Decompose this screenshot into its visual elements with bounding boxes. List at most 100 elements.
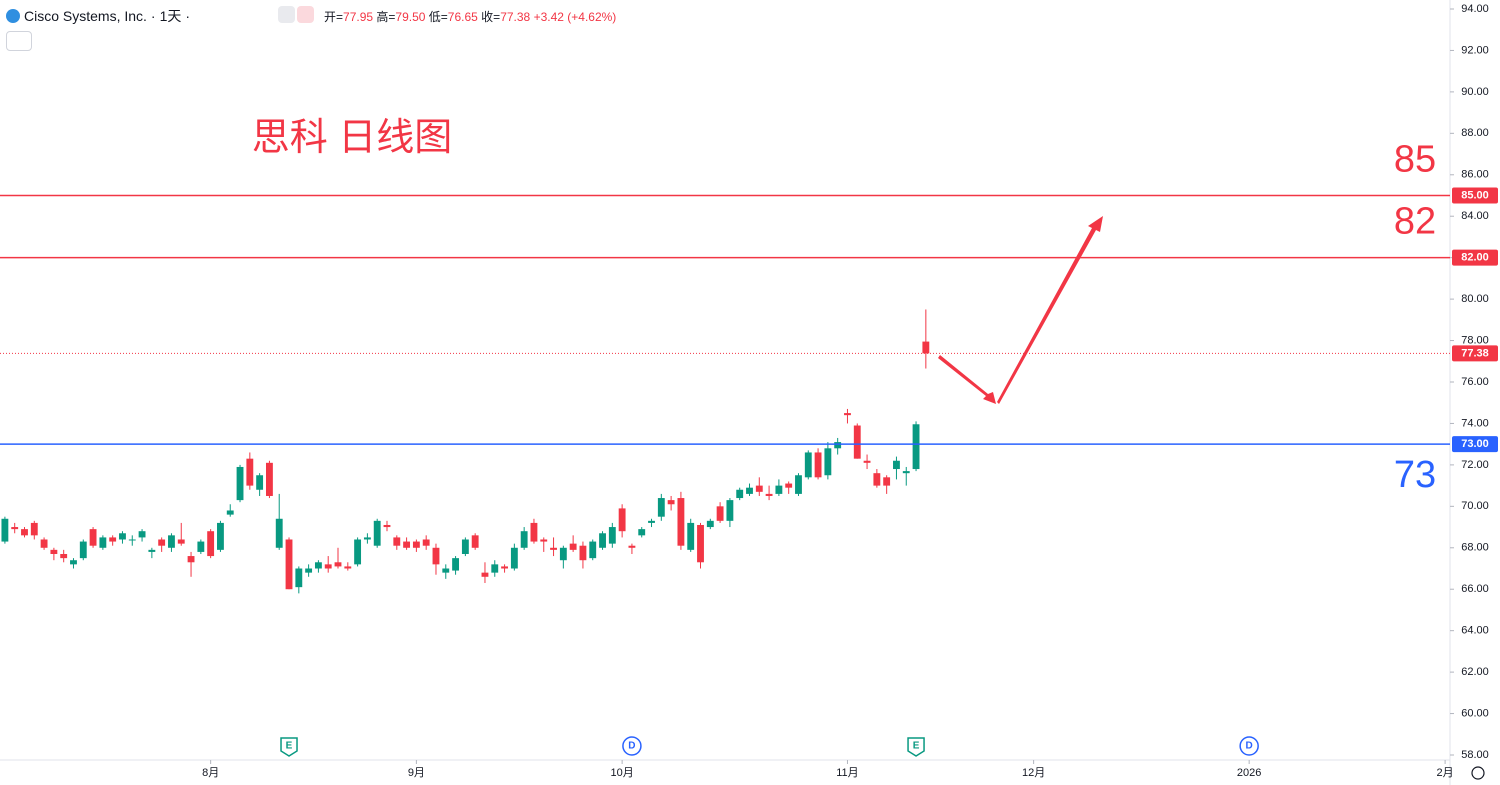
price-label: 77.38 [1461,347,1489,359]
price-label-box [1452,187,1498,204]
candle-body [902,471,910,474]
candle-body [481,572,489,577]
separator: · [185,8,191,24]
candle-body [168,535,175,548]
candle-body [393,537,401,546]
collapse-button[interactable] [6,31,32,51]
change-pct: (+4.62%) [567,10,617,24]
event-badge [622,736,642,756]
candle-body [765,493,773,496]
candle-body [403,541,411,548]
y-tick-label: 66.00 [1461,583,1489,595]
candle-body [305,568,313,573]
candle-body [412,541,420,548]
candle-body [491,564,499,573]
price-label: 73.00 [1461,438,1489,450]
candle-body [804,452,812,478]
candle-body [148,549,156,552]
candle-body [422,539,430,546]
candle-body [736,489,744,499]
candle-body [217,522,224,550]
candle-body [608,527,616,544]
y-tick-label: 78.00 [1461,334,1489,346]
y-tick-label: 88.00 [1461,127,1489,139]
ohlc-key: 高= [376,10,396,24]
event-label: E [913,741,920,752]
candle-body [60,553,68,559]
y-tick-label: 92.00 [1461,44,1489,56]
candle-body [256,475,264,490]
y-tick-label: 94.00 [1461,3,1489,15]
arrow-down [938,355,996,404]
candle-body [667,500,675,505]
candle-body [363,537,371,540]
candle-body [334,562,342,567]
y-tick-label: 62.00 [1461,666,1489,678]
candle-body [697,524,704,563]
candle-body [648,520,655,523]
candle-body [716,506,724,521]
ohlc-value: 79.50 [395,10,426,24]
toggle-button[interactable] [297,6,314,23]
candle-body [618,508,626,532]
candle-body [893,460,900,470]
candle-body [520,531,528,548]
y-tick-label: 84.00 [1461,210,1489,222]
candle-body [687,522,695,550]
x-tick-label: 10月 [611,767,634,779]
arrow-up [997,216,1103,404]
event-label: D [1246,741,1253,752]
symbol-name[interactable]: Cisco Systems, Inc. [24,8,147,24]
candle-body [275,518,283,548]
candle-body [373,520,381,546]
chart-title: 思科 日线图 [252,117,453,159]
candle-body [344,566,352,569]
candle-body [354,539,362,565]
event-badge [1239,736,1259,756]
candle-body [324,564,332,569]
event-marker[interactable]: E [907,737,925,757]
level-annotation: 82 [1394,201,1436,243]
settings-icon[interactable] [1471,766,1485,780]
candle-body [775,485,783,494]
ohlc-key: 开= [324,10,344,24]
candle-body [187,556,195,563]
candle-body [246,458,254,486]
y-tick-label: 72.00 [1461,459,1489,471]
y-tick-label: 90.00 [1461,86,1489,98]
interval[interactable]: 1天 [159,8,182,24]
y-tick-label: 64.00 [1461,625,1489,637]
toggle-button[interactable] [278,6,295,23]
candle-body [599,533,606,548]
event-marker[interactable]: E [280,737,298,757]
price-label-box [1452,249,1498,266]
candle-body [755,485,763,492]
event-marker[interactable]: D [622,736,642,756]
candle-body [1,518,9,542]
candle-body [795,475,802,494]
candle-body [814,452,822,478]
ohlc-value: 76.65 [447,10,478,24]
candle-body [628,545,636,548]
candle-body [432,547,440,565]
candle-body [471,535,479,548]
candle-body [824,448,832,476]
event-marker[interactable]: D [1239,736,1259,756]
candle-body [50,549,58,554]
level-annotation: 73 [1394,454,1436,496]
candle-body [569,543,577,550]
y-tick-label: 76.00 [1461,376,1489,388]
ohlc-header: 开=77.95 高=79.50 低=76.65 收=77.38 +3.42 (+… [324,8,616,25]
price-label: 82.00 [1461,252,1489,264]
candle-body [883,477,891,486]
candle-body [559,547,567,561]
candle-body [638,529,646,536]
candle-body [314,562,322,569]
x-tick-label: 11月 [836,767,858,779]
candle-body [873,473,881,486]
candle-body [40,539,48,548]
event-label: E [286,741,293,752]
candle-body [706,520,714,528]
symbol-icon [6,9,20,23]
